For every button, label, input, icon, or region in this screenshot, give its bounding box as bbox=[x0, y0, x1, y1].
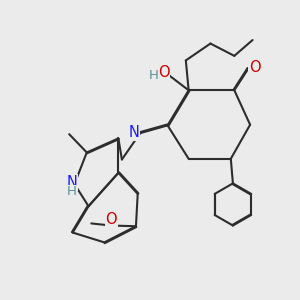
Text: O: O bbox=[106, 212, 117, 227]
Text: N: N bbox=[129, 125, 140, 140]
Text: O: O bbox=[158, 65, 170, 80]
Text: O: O bbox=[249, 60, 260, 75]
Text: H: H bbox=[149, 69, 159, 82]
Text: N: N bbox=[66, 175, 77, 190]
Text: H: H bbox=[67, 185, 76, 198]
